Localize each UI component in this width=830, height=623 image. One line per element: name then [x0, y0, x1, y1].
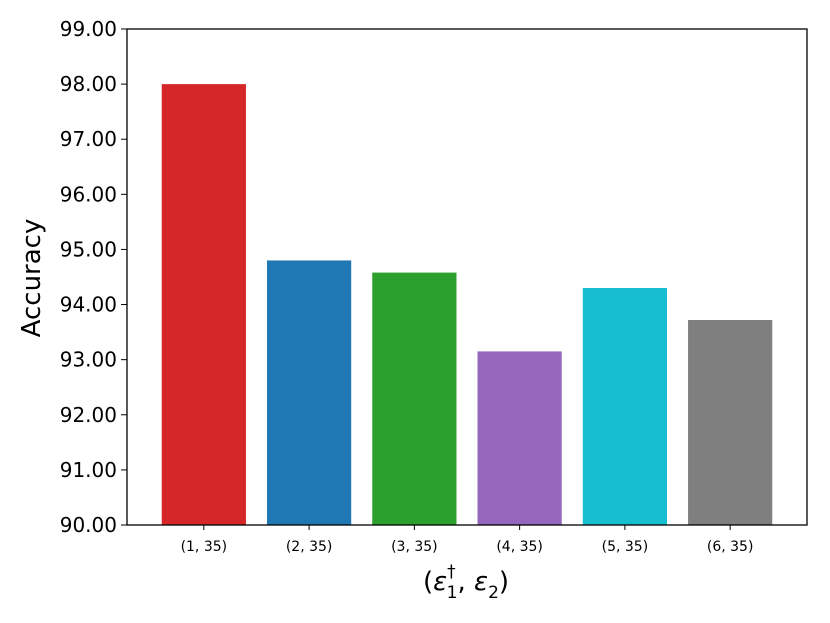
y-tick-label: 92.00	[60, 403, 117, 427]
y-tick-label: 95.00	[60, 237, 117, 261]
x-axis-title-epsilon1: ε	[433, 567, 447, 597]
y-tick-label: 98.00	[60, 72, 117, 96]
x-axis-title-subscript1: 1	[447, 583, 458, 603]
y-tick-label: 91.00	[60, 458, 117, 482]
bar-4	[477, 351, 562, 525]
bars-group	[161, 84, 773, 525]
plot-frame	[126, 28, 808, 526]
y-tick-label: 97.00	[60, 127, 117, 151]
x-axis-title-epsilon2: ε	[474, 567, 488, 597]
y-tick-label: 90.00	[60, 513, 117, 537]
x-axis-title-separator: ,	[457, 567, 474, 597]
x-tick-label: (3, 35)	[391, 539, 438, 555]
y-tick-label: 93.00	[60, 348, 117, 372]
y-tick-label: 94.00	[60, 293, 117, 317]
x-axis-title-open: (	[423, 567, 433, 597]
x-axis-title-subscript2: 2	[488, 583, 499, 603]
x-axis-title-superscript: †	[447, 562, 456, 582]
x-axis-title: (ε† 1, ε2)	[423, 562, 509, 603]
bar-1	[161, 84, 246, 525]
x-tick-label: (6, 35)	[707, 539, 754, 555]
y-axis-title: Accuracy	[17, 219, 47, 338]
bar-3	[372, 272, 457, 525]
x-tick-label: (1, 35)	[181, 539, 228, 555]
bar-5	[582, 288, 667, 525]
x-axis-ticks: (1, 35) (2, 35) (3, 35) (4, 35) (5, 35) (6, 3…	[181, 525, 754, 555]
y-tick-label: 96.00	[60, 182, 117, 206]
x-tick-label: (5, 35)	[602, 539, 649, 555]
x-axis-title-close: )	[499, 567, 509, 597]
bar-6	[688, 319, 773, 525]
y-tick-label: 99.00	[60, 17, 117, 41]
bar-2	[267, 260, 352, 525]
y-axis-ticks: 90.00 91.00 92.00 93.00 94.00 95.00 96.00 97.00…	[60, 17, 127, 537]
x-tick-label: (2, 35)	[286, 539, 333, 555]
x-tick-label: (4, 35)	[496, 539, 543, 555]
